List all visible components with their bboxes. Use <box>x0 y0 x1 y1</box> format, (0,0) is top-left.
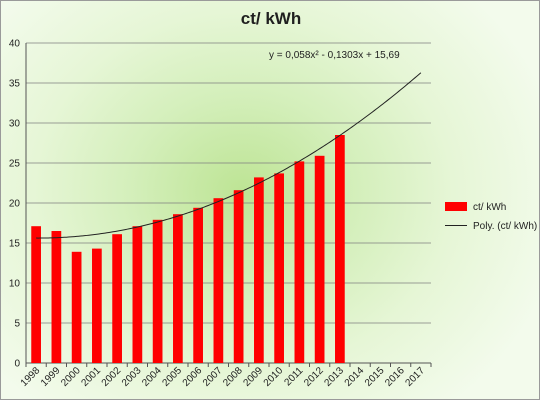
bar <box>92 248 102 363</box>
x-tick-label: 2002 <box>100 365 124 389</box>
y-tick-label: 15 <box>9 239 21 250</box>
x-tick-label: 2014 <box>343 365 367 389</box>
x-tick-label: 2005 <box>160 365 184 389</box>
x-tick-label: 2006 <box>181 365 205 389</box>
legend-label-bar: ct/ kWh <box>473 202 506 213</box>
bar <box>152 219 163 363</box>
x-tick-label: 2003 <box>120 365 144 389</box>
bar <box>31 226 41 363</box>
y-tick-label: 35 <box>9 79 21 90</box>
x-tick-label: 1999 <box>39 365 63 389</box>
legend-label-trendline: Poly. (ct/ kWh) <box>473 221 537 232</box>
bar <box>112 234 122 363</box>
bar <box>274 173 284 363</box>
legend-swatch-bar <box>445 202 467 211</box>
x-tick-label: 2013 <box>322 365 346 389</box>
x-tick-label: 2011 <box>283 365 306 388</box>
x-tick-label: 2001 <box>79 365 103 389</box>
chart-title: ct/ kWh <box>240 9 302 28</box>
bar <box>132 226 143 363</box>
x-tick-label: 2009 <box>241 365 265 389</box>
y-tick-label: 30 <box>9 119 21 130</box>
y-tick-label: 5 <box>14 319 20 330</box>
bar <box>254 177 264 363</box>
x-tick-label: 2010 <box>262 365 286 389</box>
x-tick-label: 2000 <box>59 365 83 389</box>
trendline <box>36 72 422 239</box>
x-tick-label: 2016 <box>383 365 407 389</box>
x-tick-label: 1998 <box>19 365 43 389</box>
bar <box>314 155 325 363</box>
bar <box>51 231 62 363</box>
x-tick-label: 2007 <box>201 365 225 389</box>
bar <box>233 190 244 363</box>
bar <box>335 135 345 363</box>
y-tick-label: 0 <box>14 359 20 370</box>
bar <box>193 207 203 363</box>
y-tick-label: 10 <box>9 279 21 290</box>
x-tick-label: 2004 <box>140 365 164 389</box>
x-tick-label: 2015 <box>363 365 387 389</box>
y-tick-label: 20 <box>9 199 21 210</box>
x-tick-label: 2008 <box>221 365 245 389</box>
bar <box>294 161 305 363</box>
bar <box>71 251 82 363</box>
x-tick-label: 2017 <box>403 365 427 389</box>
bar <box>173 214 183 363</box>
y-tick-label: 25 <box>9 159 21 170</box>
bar <box>213 198 224 363</box>
y-tick-label: 40 <box>9 39 21 50</box>
x-tick-label: 2012 <box>302 365 326 389</box>
trendline-equation: y = 0,058x² - 0,1303x + 15,69 <box>269 50 400 61</box>
